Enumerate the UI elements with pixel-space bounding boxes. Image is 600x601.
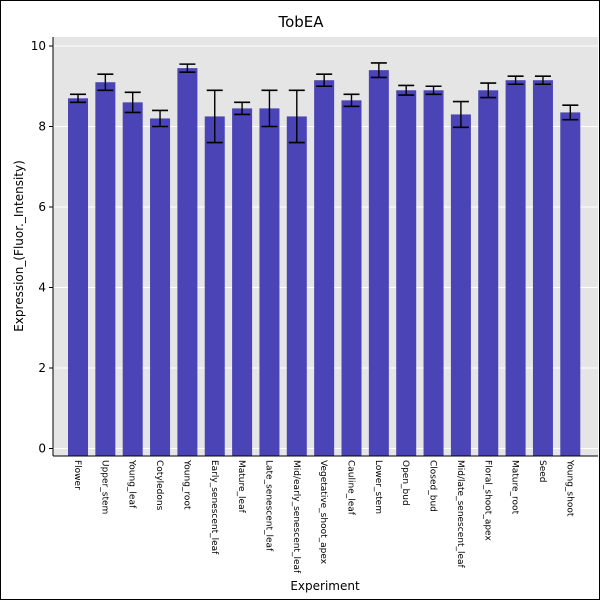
y-tick-label: 0 [38,442,46,456]
x-tick-label: Cauline_leaf [346,460,356,516]
error-bar [316,73,333,88]
bar [259,108,280,456]
x-tick-label: Flower [72,460,82,490]
error-bar [261,89,278,128]
error-bar [70,93,86,104]
x-tick-label: Vegetative_shoot_apex [318,460,328,565]
x-tick-label: Lower_stem [373,460,383,514]
error-bar [507,75,524,86]
error-bar [534,75,551,86]
x-tick-label: Late_senescent_leaf [263,460,273,552]
error-bar [234,101,251,116]
error-bar [452,100,469,129]
bar [232,108,253,456]
error-bar [179,63,196,73]
error-bar [288,89,305,144]
error-bar [152,109,169,128]
error-bar [97,73,114,92]
x-tick-label: Mid/late_senescent_leaf [455,460,465,569]
x-tick-label: Mature_leaf [236,460,246,514]
bar [396,90,417,457]
y-tick-labels: 0 2 4 6 8 10 [31,39,46,456]
x-tick-label: Early_senescent_leaf [209,460,219,555]
x-tick-label: Cotyledons [154,460,164,511]
bar [341,100,362,457]
error-bar [124,91,141,114]
y-tick-label: 8 [38,120,46,134]
y-tick-label: 10 [31,39,46,53]
bar [150,118,171,456]
bar [478,90,499,457]
x-tick-label: Young_root [181,459,191,510]
bar [532,80,553,457]
bar [505,80,526,457]
bar [450,114,471,457]
x-tick-label: Seed [537,460,547,483]
bars [68,68,581,457]
x-tick-label: Young_leaf [127,459,137,509]
x-tick-label: Open_bud [400,460,410,506]
y-tick-label: 4 [38,281,46,295]
error-bar [562,104,579,121]
y-tick-label: 2 [38,361,46,375]
error-bar [398,84,415,96]
error-bar [370,62,387,79]
x-axis-label: Experiment [290,579,360,593]
bar [423,90,444,457]
error-bar [343,93,360,108]
error-bar [480,82,497,99]
y-axis-label: Expression_(Fluor._Intensity) [12,160,26,332]
bar [560,112,581,456]
y-tick-label: 6 [38,200,46,214]
x-tick-labels: Flower Upper_stem Young_leaf Cotyledons Youn… [72,459,574,574]
x-tick-label: Mature_root [510,460,520,515]
x-tick-label: Floral_shoot_apex [482,460,492,541]
chart-title: TobEA [277,13,324,31]
error-bar [206,89,223,144]
error-bar [425,85,442,96]
x-tick-label: Upper_stem [99,460,109,514]
bar [177,68,198,456]
x-tick-label: Closed_bud [428,460,438,512]
bar [204,116,225,456]
bar [368,70,389,457]
axes [49,37,598,457]
bar [286,116,307,456]
bar [314,80,335,457]
error-bars [70,62,579,144]
x-tick-label: Mid/early_senescent_leaf [291,460,301,574]
x-tick-label: Young_shoot [564,459,574,517]
bar [122,102,143,456]
bar [95,82,116,456]
bar [68,98,88,456]
